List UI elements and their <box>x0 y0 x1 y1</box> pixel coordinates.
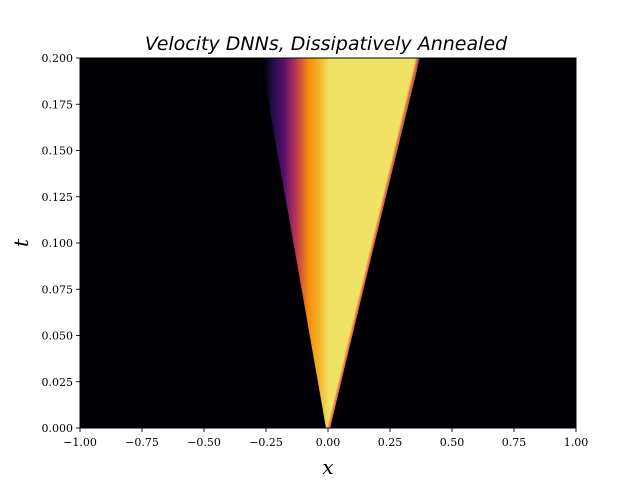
x-tick-label: 0.25 <box>378 436 403 449</box>
y-tick-label: 0.175 <box>42 98 74 111</box>
x-tick-label: −0.50 <box>187 436 221 449</box>
x-tick-label: 0.75 <box>502 436 527 449</box>
y-tick-label: 0.200 <box>42 52 74 65</box>
shock-front-inner <box>327 58 418 428</box>
rarefaction-fan <box>261 58 418 428</box>
x-tick-label: 0.00 <box>316 436 341 449</box>
x-tick-label: −0.75 <box>125 436 159 449</box>
x-tick-label: −1.00 <box>63 436 97 449</box>
x-axis-ticks: −1.00 −0.75 −0.50 −0.25 0.00 0.25 0.50 0.75 1.00 <box>63 428 588 449</box>
y-tick-label: 0.000 <box>42 422 74 435</box>
y-axis-label: t <box>9 238 33 247</box>
y-tick-label: 0.125 <box>42 191 74 204</box>
y-tick-label: 0.100 <box>42 237 74 250</box>
x-tick-label: 0.50 <box>440 436 465 449</box>
y-tick-label: 0.150 <box>42 145 74 158</box>
y-tick-label: 0.050 <box>42 330 74 343</box>
x-tick-label: 1.00 <box>564 436 589 449</box>
y-tick-label: 0.025 <box>42 376 74 389</box>
y-tick-label: 0.075 <box>42 283 74 296</box>
y-axis-ticks: 0.000 0.025 0.050 0.075 0.100 0.125 0.150 0.175… <box>42 52 80 435</box>
chart-title: Velocity DNNs, Dissipatively Annealed <box>145 33 508 55</box>
x-tick-label: −0.25 <box>249 436 283 449</box>
x-axis-label: x <box>322 455 333 479</box>
shock-front <box>327 58 420 428</box>
